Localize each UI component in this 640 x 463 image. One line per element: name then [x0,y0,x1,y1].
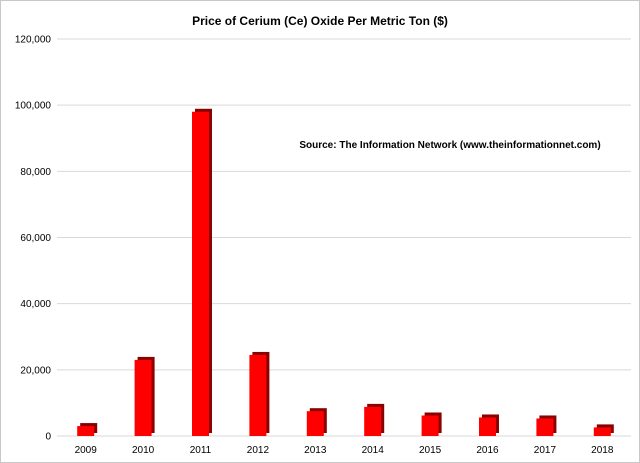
x-tick-label: 2011 [190,445,212,456]
bar-2011 [192,111,209,437]
x-tick-label: 2012 [247,445,270,456]
bar-2013 [306,411,324,436]
x-tick-label: 2017 [534,445,557,456]
y-tick-label: 40,000 [20,299,51,310]
bar-2009 [77,426,95,436]
x-tick-label: 2018 [591,445,614,456]
y-tick-label: 80,000 [20,167,51,178]
bar-2012 [249,354,267,436]
y-tick-label: 60,000 [20,233,51,244]
bar-2018 [593,427,611,436]
x-tick-label: 2015 [419,445,442,456]
chart-title: Price of Cerium (Ce) Oxide Per Metric To… [192,14,448,28]
x-tick-label: 2014 [362,445,385,456]
y-tick-label: 120,000 [15,35,52,46]
bar-2010 [134,359,152,436]
y-tick-label: 20,000 [20,365,51,376]
x-axis-ticks: 2009 2010 2011 2012 2013 2014 2015 2016 2017 2018 [75,445,614,456]
y-axis-ticks: 0 20,000 40,000 60,000 80,000 100,000 120,000 [15,35,52,443]
y-tick-label: 100,000 [15,101,52,112]
bar-2014 [364,406,382,436]
x-tick-label: 2009 [75,445,98,456]
x-tick-label: 2016 [476,445,499,456]
source-annotation: Source: The Information Network (www.the… [299,140,600,151]
x-tick-label: 2013 [304,445,327,456]
bar-2017 [536,418,554,436]
x-tick-label: 2010 [132,445,155,456]
bars [77,108,614,437]
bar-2015 [421,415,439,436]
y-tick-label: 0 [45,432,51,443]
bar-2016 [479,417,496,436]
